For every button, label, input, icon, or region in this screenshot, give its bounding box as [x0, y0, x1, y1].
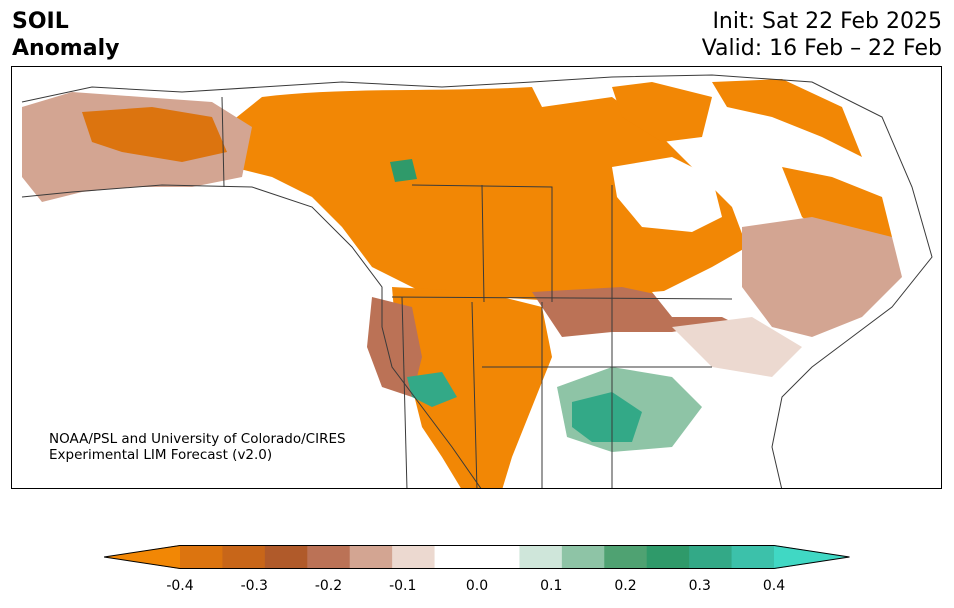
map-title: SOIL Anomaly [12, 8, 119, 62]
map-panel [11, 66, 942, 489]
colorbar-bin [731, 545, 775, 569]
anomaly-region-baffin [612, 82, 712, 142]
colorbar-bin [689, 545, 733, 569]
colorbar-tick-label: -0.4 [166, 578, 194, 594]
colorbar-bin [646, 545, 690, 569]
colorbar-bin [519, 545, 563, 569]
anomaly-region-greenland-edge [712, 79, 862, 157]
date-info: Init: Sat 22 Feb 2025 Valid: 16 Feb – 22… [702, 8, 942, 62]
title-line-2: Anomaly [12, 36, 120, 61]
colorbar-bin [434, 545, 478, 569]
anomaly-region-midwest [532, 287, 732, 337]
colorbar-bin [222, 545, 266, 569]
credit-line-1: NOAA/PSL and University of Colorado/CIRE… [49, 431, 346, 447]
anomaly-region-northeast [742, 217, 902, 337]
colorbar [104, 545, 850, 569]
great-lakes [652, 287, 752, 317]
colorbar-outline [104, 545, 850, 569]
colorbar-tick-label: -0.3 [240, 578, 268, 594]
credit-text: NOAA/PSL and University of Colorado/CIRE… [49, 431, 346, 463]
colorbar-tick-label: -0.2 [314, 578, 343, 594]
anomaly-region-west-us [392, 287, 552, 488]
colorbar-bin [604, 545, 648, 569]
hudson-bay [612, 157, 722, 232]
anomaly-region-great-basin [367, 297, 422, 397]
credit-line-2: Experimental LIM Forecast (v2.0) [49, 447, 273, 463]
anomaly-region-southwest-desert [407, 372, 457, 407]
colorbar-tick-label: -0.1 [389, 578, 417, 594]
anomaly-fields [22, 79, 902, 488]
colorbar-tick-label: 0.0 [465, 578, 489, 594]
anomaly-region-quebec [782, 167, 892, 247]
anomaly-region-texas-core [572, 392, 642, 442]
init-date: Init: Sat 22 Feb 2025 [712, 9, 942, 34]
colorbar-bin [180, 545, 223, 569]
political-borders [21, 74, 933, 488]
colorbar-tick-label: 0.1 [540, 578, 563, 594]
colorbar-bin [561, 545, 605, 569]
colorbar-bin [392, 545, 436, 569]
anomaly-region-northeast-light [672, 317, 802, 377]
colorbar-tick-label: 0.3 [688, 578, 711, 594]
colorbar-bin [477, 545, 520, 569]
colorbar-bin [349, 545, 393, 569]
title-line-1: SOIL [12, 9, 69, 34]
anomaly-region-canada [212, 87, 747, 302]
colorbar-tick-label: 0.2 [614, 578, 637, 594]
anomaly-map [21, 74, 933, 488]
colorbar-tick-label: 0.4 [762, 578, 786, 594]
valid-range: Valid: 16 Feb – 22 Feb [701, 36, 942, 61]
colorbar-extend-high [774, 545, 850, 569]
colorbar-extend-low [104, 545, 180, 569]
anomaly-region-bc-north [390, 159, 417, 182]
anomaly-region-alaska-core [82, 107, 227, 162]
colorbar-bin [307, 545, 351, 569]
colorbar-bin [264, 545, 308, 569]
